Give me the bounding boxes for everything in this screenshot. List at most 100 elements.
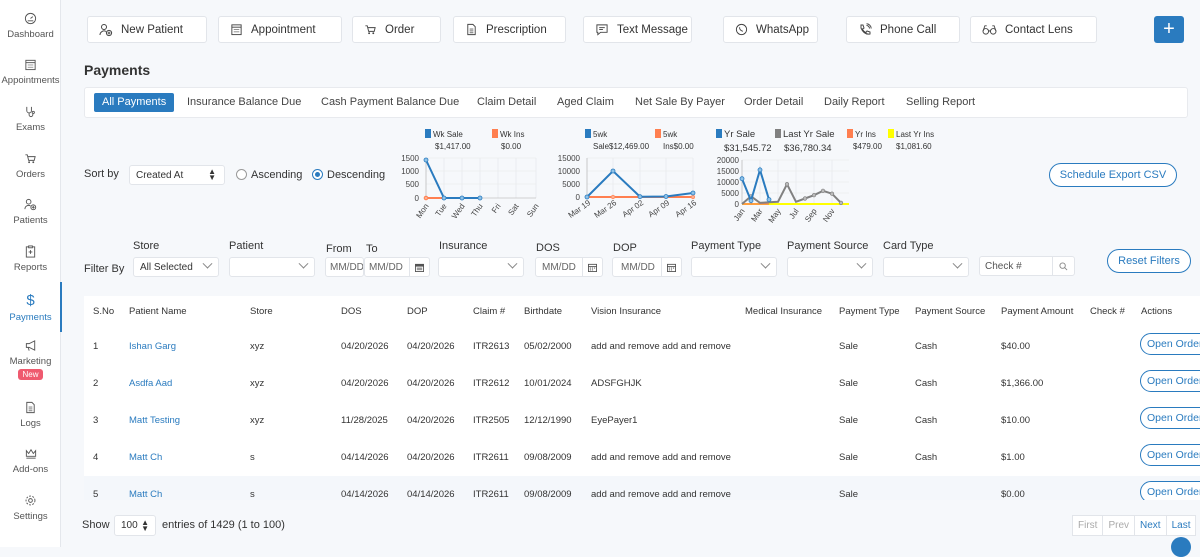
from-date-input[interactable]: MM/DD bbox=[325, 257, 364, 277]
sidebar-item-patients[interactable]: Patients bbox=[0, 198, 61, 226]
legend-value: Ins$0.00 bbox=[663, 142, 694, 151]
patient-name-link[interactable]: Ishan Garg bbox=[129, 341, 176, 352]
cell-payment-source: Cash bbox=[915, 341, 938, 352]
last-page-button[interactable]: Last bbox=[1171, 520, 1191, 531]
open-order-button[interactable]: Open Order bbox=[1140, 481, 1200, 500]
column-header[interactable]: Medical Insurance bbox=[745, 306, 823, 317]
glasses-icon bbox=[982, 25, 997, 35]
tab-daily-report[interactable]: Daily Report bbox=[824, 96, 885, 108]
insurance-select[interactable] bbox=[438, 257, 524, 277]
phone-call-button[interactable]: Phone Call bbox=[846, 16, 960, 43]
order-button[interactable]: Order bbox=[352, 16, 441, 43]
svg-text:10000: 10000 bbox=[558, 167, 581, 176]
open-order-button[interactable]: Open Order bbox=[1140, 333, 1200, 355]
dos-date-input[interactable]: MM/DD bbox=[535, 257, 603, 277]
legend-value: $1,081.60 bbox=[896, 142, 932, 151]
page-size-select[interactable]: 100 ▲ ▼ bbox=[114, 515, 156, 536]
open-order-button[interactable]: Open Order bbox=[1140, 370, 1200, 392]
column-header[interactable]: S.No bbox=[93, 306, 115, 317]
column-header[interactable]: Birthdate bbox=[524, 306, 563, 317]
sidebar-item-reports[interactable]: Reports bbox=[0, 245, 61, 273]
sidebar-item-exams[interactable]: Exams bbox=[0, 105, 61, 133]
tab-claim-detail[interactable]: Claim Detail bbox=[477, 96, 537, 108]
descending-radio[interactable] bbox=[312, 169, 323, 180]
store-select[interactable]: All Selected bbox=[133, 257, 219, 277]
dop-date-input[interactable]: MM/DD bbox=[612, 257, 682, 277]
report-tabs: All Payments Insurance Balance Due Cash … bbox=[84, 87, 1188, 118]
check-number-input[interactable]: Check # bbox=[979, 256, 1075, 276]
reset-filters-button[interactable]: Reset Filters bbox=[1107, 249, 1191, 273]
column-header[interactable]: Payment Source bbox=[915, 306, 986, 317]
sidebar-item-payments[interactable]: $ Payments bbox=[0, 282, 62, 332]
sidebar-item-logs[interactable]: Logs bbox=[0, 401, 61, 429]
calendar-icon[interactable] bbox=[582, 258, 602, 276]
dop-label: DOP bbox=[613, 242, 637, 254]
first-page-button[interactable]: First bbox=[1073, 516, 1104, 535]
sort-label: Sort by bbox=[84, 168, 119, 180]
patient-name-link[interactable]: Matt Ch bbox=[129, 452, 163, 463]
prescription-button[interactable]: Prescription bbox=[453, 16, 566, 43]
tab-selling-report[interactable]: Selling Report bbox=[906, 96, 976, 108]
sidebar-item-settings[interactable]: Settings bbox=[0, 494, 61, 522]
column-header[interactable]: Payment Type bbox=[839, 306, 900, 317]
column-header[interactable]: Patient Name bbox=[129, 306, 187, 317]
column-header[interactable]: Actions bbox=[1141, 306, 1173, 317]
svg-text:500: 500 bbox=[406, 180, 420, 189]
contact-lens-button[interactable]: Contact Lens bbox=[970, 16, 1097, 43]
column-header[interactable]: DOS bbox=[341, 306, 362, 317]
legend-swatch bbox=[492, 129, 498, 138]
tab-cash-payment-balance-due[interactable]: Cash Payment Balance Due bbox=[321, 96, 460, 108]
column-header[interactable]: Store bbox=[250, 306, 273, 317]
tab-aged-claim[interactable]: Aged Claim bbox=[557, 96, 614, 108]
ascending-radio[interactable] bbox=[236, 169, 247, 180]
cell-payment-type: Sale bbox=[839, 378, 859, 389]
column-header[interactable]: Payment Amount bbox=[1001, 306, 1074, 317]
column-header[interactable]: Claim # bbox=[473, 306, 506, 317]
svg-text:15000: 15000 bbox=[717, 167, 740, 176]
patient-name-link[interactable]: Matt Testing bbox=[129, 415, 181, 426]
patient-select[interactable] bbox=[229, 257, 315, 277]
whatsapp-button[interactable]: WhatsApp bbox=[723, 16, 818, 43]
payment-source-select[interactable] bbox=[787, 257, 873, 277]
tab-net-sale-by-payer[interactable]: Net Sale By Payer bbox=[635, 96, 725, 108]
payment-type-select[interactable] bbox=[691, 257, 777, 277]
prev-page-button[interactable]: Prev bbox=[1103, 516, 1136, 535]
sidebar-label: Settings bbox=[13, 511, 48, 522]
to-date-input[interactable]: MM/DD bbox=[364, 257, 430, 277]
sidebar-item-orders[interactable]: Orders bbox=[0, 152, 61, 180]
sidebar-item-appointments[interactable]: Appointments bbox=[0, 58, 61, 86]
svg-text:5000: 5000 bbox=[721, 189, 739, 198]
calendar-icon[interactable] bbox=[409, 258, 429, 276]
tab-order-detail[interactable]: Order Detail bbox=[744, 96, 804, 108]
chat-widget-button[interactable] bbox=[1171, 537, 1191, 557]
patient-name-link[interactable]: Matt Ch bbox=[129, 489, 163, 500]
open-order-button[interactable]: Open Order bbox=[1140, 444, 1200, 466]
next-page-button[interactable]: Next bbox=[1135, 516, 1167, 535]
schedule-export-csv-button[interactable]: Schedule Export CSV bbox=[1049, 163, 1177, 187]
svg-text:0: 0 bbox=[576, 193, 581, 202]
payments-table: S.No Patient Name Store DOS DOP Claim # … bbox=[84, 296, 1200, 500]
text-message-button[interactable]: Text Message bbox=[583, 16, 692, 43]
tab-insurance-balance-due[interactable]: Insurance Balance Due bbox=[187, 96, 302, 108]
calendar-icon[interactable] bbox=[661, 258, 681, 276]
tab-all-payments[interactable]: All Payments bbox=[94, 93, 175, 112]
add-button[interactable]: + bbox=[1154, 16, 1184, 43]
cell-store: xyz bbox=[250, 341, 265, 352]
new-patient-button[interactable]: New Patient bbox=[87, 16, 207, 43]
cell-payment-amount: $40.00 bbox=[1001, 341, 1031, 352]
appointment-button[interactable]: Appointment bbox=[218, 16, 342, 43]
card-type-select[interactable] bbox=[883, 257, 969, 277]
column-header[interactable]: Check # bbox=[1090, 306, 1125, 317]
search-icon[interactable] bbox=[1052, 257, 1074, 275]
column-header[interactable]: Vision Insurance bbox=[591, 306, 662, 317]
column-header[interactable]: DOP bbox=[407, 306, 428, 317]
sidebar-item-marketing[interactable]: Marketing New bbox=[0, 339, 61, 380]
sidebar-item-addons[interactable]: Add-ons bbox=[0, 447, 61, 475]
sidebar-item-dashboard[interactable]: Dashboard bbox=[0, 12, 61, 40]
patient-name-link[interactable]: Asdfa Aad bbox=[129, 378, 173, 389]
open-order-button[interactable]: Open Order bbox=[1140, 407, 1200, 429]
check-placeholder: Check # bbox=[985, 260, 1022, 272]
document-icon bbox=[26, 401, 35, 414]
sort-select[interactable]: Created At ▲ ▼ bbox=[129, 165, 225, 185]
cell-claim: ITR2611 bbox=[473, 452, 509, 463]
